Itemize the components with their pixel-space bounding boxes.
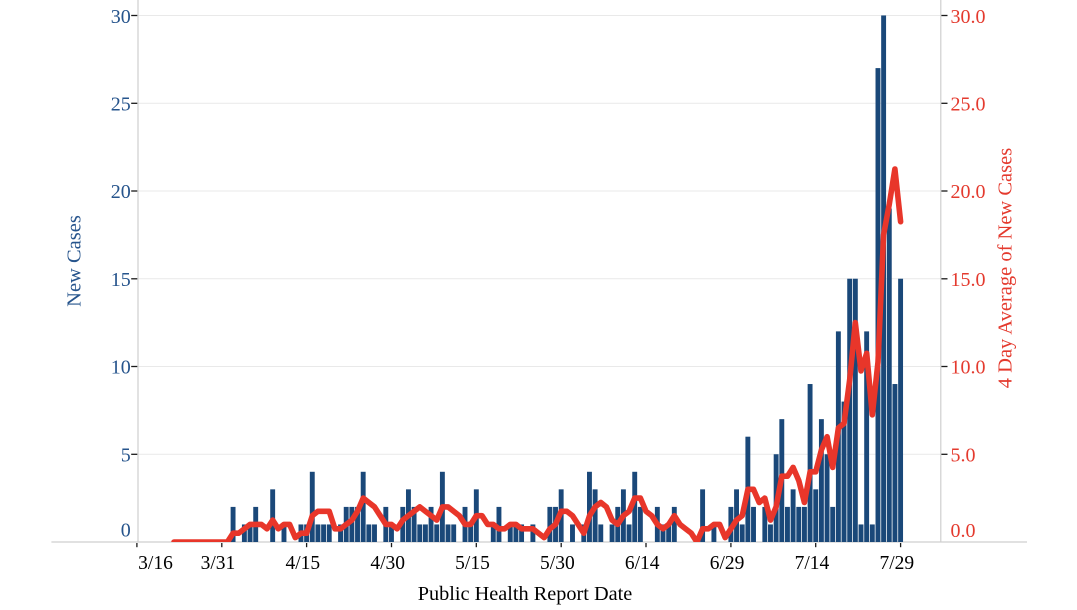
svg-text:3/31: 3/31 [201, 553, 236, 574]
svg-text:25.0: 25.0 [951, 93, 986, 115]
svg-text:30: 30 [111, 6, 131, 28]
svg-text:15.0: 15.0 [951, 269, 986, 291]
svg-text:6/29: 6/29 [710, 553, 745, 574]
svg-text:15: 15 [111, 269, 131, 291]
svg-text:New Cases: New Cases [64, 215, 86, 307]
svg-text:10: 10 [111, 357, 131, 379]
svg-text:3/16: 3/16 [138, 553, 173, 574]
svg-text:5/15: 5/15 [455, 553, 490, 574]
svg-text:4 Day Average of New Cases: 4 Day Average of New Cases [994, 148, 1016, 388]
svg-text:7/14: 7/14 [795, 553, 830, 574]
svg-text:0: 0 [121, 520, 131, 542]
svg-text:Public Health Report Date: Public Health Report Date [418, 583, 633, 605]
svg-text:20.0: 20.0 [951, 181, 986, 203]
svg-text:5: 5 [121, 444, 131, 466]
svg-text:7/29: 7/29 [879, 553, 914, 574]
svg-text:4/30: 4/30 [370, 553, 405, 574]
svg-text:5.0: 5.0 [951, 444, 976, 466]
svg-text:30.0: 30.0 [951, 6, 986, 28]
svg-text:5/30: 5/30 [540, 553, 575, 574]
svg-text:4/15: 4/15 [285, 553, 320, 574]
svg-text:25: 25 [111, 93, 131, 115]
svg-text:0.0: 0.0 [951, 520, 976, 542]
svg-text:6/14: 6/14 [625, 553, 660, 574]
svg-text:20: 20 [111, 181, 131, 203]
svg-text:10.0: 10.0 [951, 357, 986, 379]
